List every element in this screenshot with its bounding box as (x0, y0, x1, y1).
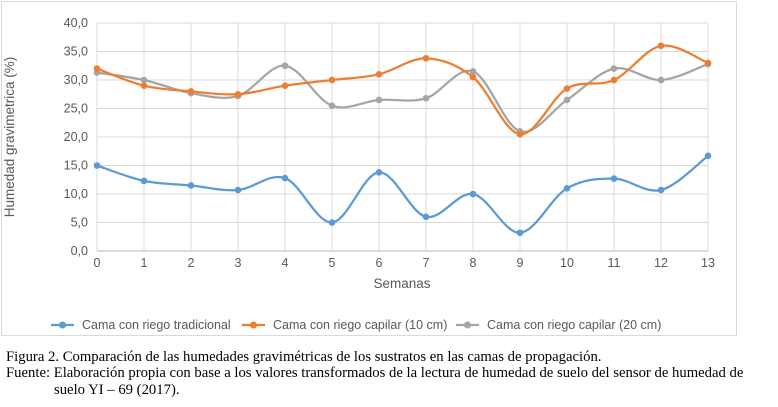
svg-text:8: 8 (470, 256, 477, 270)
svg-text:Cama con riego tradicional: Cama con riego tradicional (82, 318, 231, 332)
svg-text:5,0: 5,0 (71, 216, 88, 230)
svg-text:25,0: 25,0 (64, 102, 88, 116)
svg-text:12: 12 (654, 256, 668, 270)
svg-text:10: 10 (560, 256, 574, 270)
svg-text:9: 9 (517, 256, 524, 270)
svg-text:4: 4 (282, 256, 289, 270)
svg-text:20,0: 20,0 (64, 130, 88, 144)
svg-text:7: 7 (423, 256, 430, 270)
svg-text:Humedad gravimetrica (%): Humedad gravimetrica (%) (2, 57, 17, 218)
svg-text:Cama con riego capilar (20 cm): Cama con riego capilar (20 cm) (487, 318, 661, 332)
svg-text:2: 2 (188, 256, 195, 270)
svg-text:5: 5 (329, 256, 336, 270)
svg-text:Semanas: Semanas (373, 276, 430, 291)
svg-text:15,0: 15,0 (64, 159, 88, 173)
svg-text:40,0: 40,0 (64, 16, 88, 30)
svg-text:30,0: 30,0 (64, 73, 88, 87)
svg-text:Cama con riego capilar (10 cm): Cama con riego capilar (10 cm) (273, 318, 447, 332)
svg-text:1: 1 (141, 256, 148, 270)
svg-text:0: 0 (94, 256, 101, 270)
svg-text:0,0: 0,0 (71, 244, 88, 258)
svg-text:10,0: 10,0 (64, 187, 88, 201)
svg-text:11: 11 (608, 256, 621, 270)
svg-text:3: 3 (235, 256, 242, 270)
svg-text:35,0: 35,0 (64, 45, 88, 59)
svg-text:6: 6 (376, 256, 383, 270)
svg-text:13: 13 (701, 256, 715, 270)
